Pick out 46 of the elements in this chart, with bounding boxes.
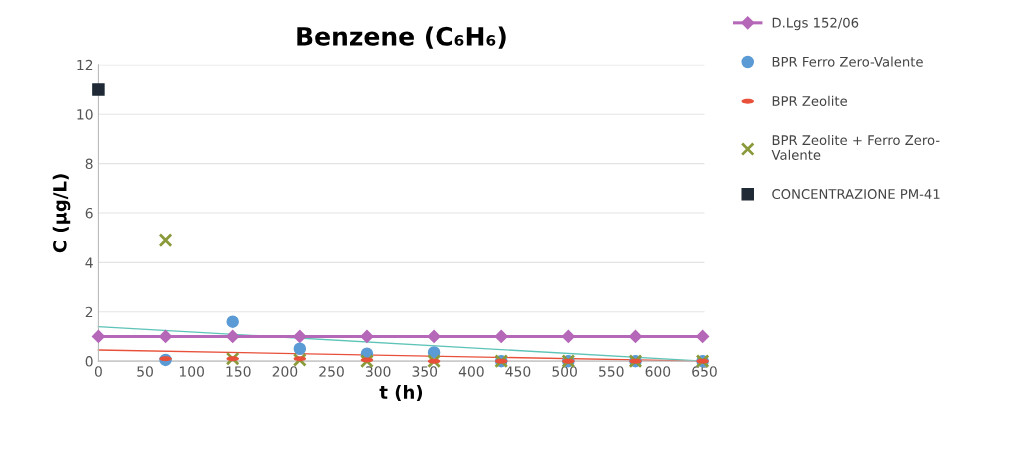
y-tick-label: 4 — [85, 257, 93, 268]
y-tick-label: 2 — [85, 306, 93, 318]
point — [226, 329, 240, 344]
x-tick-label: 550 — [599, 366, 624, 377]
point — [427, 346, 441, 359]
x-tick-label: 500 — [552, 366, 577, 377]
point — [561, 329, 575, 344]
chart-title: Benzene (C₆H₆) — [297, 26, 506, 49]
x-tick-label: 50 — [137, 366, 153, 377]
point — [360, 329, 374, 344]
x-tick-label: 250 — [319, 366, 344, 377]
point — [158, 329, 173, 344]
y-tick-label: 10 — [77, 109, 93, 120]
point — [225, 351, 240, 366]
y-tick-label: 8 — [85, 158, 93, 170]
y-axis-title: C (µg/L) — [52, 174, 71, 253]
point — [158, 233, 173, 248]
x-tick-label: 650 — [692, 366, 717, 377]
point — [427, 329, 441, 344]
x-tick-label: 0 — [94, 366, 102, 377]
y-tick-label: 6 — [85, 207, 93, 219]
point — [91, 329, 106, 344]
point — [292, 352, 307, 367]
point — [293, 342, 307, 356]
point — [92, 83, 105, 96]
x-tick-label: 450 — [505, 366, 531, 377]
point — [628, 329, 643, 344]
x-tick-label: 400 — [458, 366, 484, 377]
point — [293, 329, 307, 344]
legend-label: BPR Ferro Zero-Valente — [772, 56, 923, 67]
legend-label: BPR Zeolite — [772, 95, 847, 106]
x-tick-label: 100 — [179, 366, 204, 377]
x-axis-title: t (h) — [379, 385, 423, 402]
x-tick-label: 350 — [412, 366, 438, 377]
point — [696, 329, 710, 344]
point — [226, 315, 239, 328]
x-tick-label: 300 — [365, 366, 391, 377]
point — [494, 329, 508, 344]
x-tick-label: 600 — [645, 366, 671, 377]
x-tick-label: 200 — [272, 366, 298, 377]
x-tick-label: 150 — [226, 366, 251, 377]
y-tick-label: 0 — [85, 356, 93, 367]
legend-label: D.Lgs 152/06 — [772, 17, 859, 31]
legend-label: CONCENTRAZIONE PM-41 — [772, 189, 940, 200]
y-tick-label: 12 — [77, 59, 93, 71]
legend-label: BPR Zeolite + Ferro Zero-Valente — [771, 134, 940, 160]
